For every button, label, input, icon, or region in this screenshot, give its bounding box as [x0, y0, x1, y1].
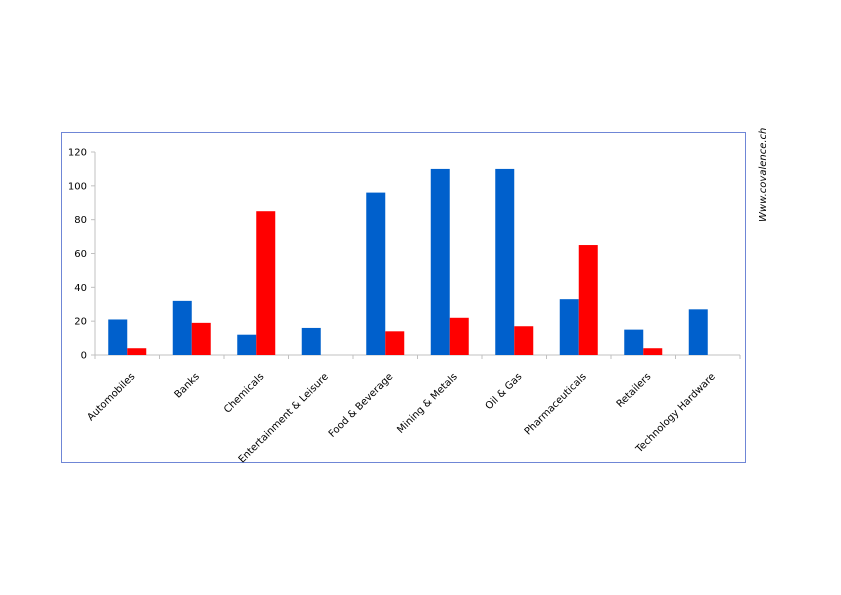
y-tick-label: 40 [74, 283, 87, 294]
bar-series-1 [237, 334, 257, 355]
bar-series-1 [108, 319, 128, 355]
bar-series-2 [578, 245, 598, 355]
y-tick-label: 0 [81, 351, 87, 362]
y-tick-label: 20 [74, 317, 87, 328]
bar-series-1 [301, 327, 321, 355]
x-category-label: Retailers [615, 371, 654, 410]
watermark-text: Www.covalence.ch [758, 127, 769, 222]
bar-series-2 [127, 348, 147, 355]
bar-series-2 [385, 331, 405, 355]
x-category-label: Chemicals [222, 371, 266, 415]
bar-series-2 [449, 317, 469, 355]
bar-series-1 [688, 309, 708, 355]
y-tick-label: 120 [68, 148, 87, 159]
bar-series-1 [172, 300, 192, 355]
y-tick-label: 100 [68, 181, 87, 192]
bar-series-2 [514, 326, 534, 355]
bar-series-2 [191, 322, 211, 355]
bar-series-1 [624, 329, 644, 355]
y-tick-label: 60 [74, 249, 87, 260]
bar-chart: 0 20 40 60 80 100 120 Automobiles Banks Chemicals… [68, 148, 741, 464]
x-category-label: Banks [173, 371, 202, 400]
bar-series-1 [495, 168, 515, 355]
x-category-label: Pharmaceuticals [523, 371, 589, 437]
bar-series-1 [366, 192, 386, 355]
bar-series-2 [643, 348, 663, 355]
bar-series-1 [430, 168, 450, 355]
x-category-label: Oil & Gas [484, 371, 525, 412]
bar-series-1 [559, 299, 579, 355]
x-category-label: Automobiles [86, 371, 138, 423]
bar-series-2 [256, 211, 276, 355]
x-category-label: Mining & Metals [395, 371, 459, 435]
chart-frame: 0 20 40 60 80 100 120 Automobiles Banks Chemicals… [61, 132, 746, 464]
x-category-label: Food & Beverage [327, 371, 396, 440]
y-tick-label: 80 [74, 215, 87, 226]
